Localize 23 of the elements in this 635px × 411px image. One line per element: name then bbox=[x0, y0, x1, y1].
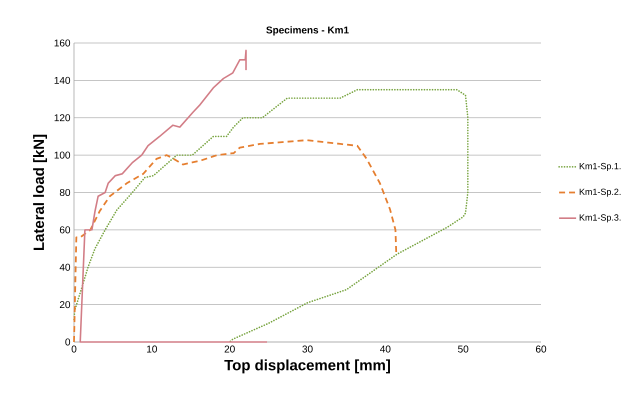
line-series bbox=[73, 139, 398, 343]
x-tick-label: 50 bbox=[458, 346, 468, 353]
x-tick-label: 20 bbox=[224, 346, 235, 353]
legend-label: Km1-Sp.3. bbox=[580, 214, 621, 222]
y-tick-label: 80 bbox=[60, 188, 70, 196]
y-tick-label: 140 bbox=[54, 76, 70, 84]
y-tick-label: 160 bbox=[54, 39, 70, 47]
x-tick-label: 10 bbox=[147, 346, 157, 353]
y-tick-label: 60 bbox=[60, 226, 70, 234]
y-tick-label: 100 bbox=[54, 152, 70, 159]
x-tick-label: 30 bbox=[302, 346, 313, 353]
y-axis-title: Lateral load [kN] bbox=[33, 134, 48, 250]
x-tick-label: 0 bbox=[72, 346, 76, 353]
legend-label: Km1-Sp.2. bbox=[580, 188, 621, 197]
y-tick-label: 20 bbox=[60, 301, 70, 308]
y-tick-label: 40 bbox=[60, 264, 70, 271]
x-axis-title: Top displacement [mm] bbox=[224, 359, 390, 374]
y-tick-label: 0 bbox=[65, 338, 70, 346]
x-tick-label: 40 bbox=[380, 346, 390, 353]
y-tick-label: 120 bbox=[54, 114, 70, 122]
legend-label: Km1-Sp.1. bbox=[580, 162, 621, 172]
chart-title: Specimens - Km1 bbox=[266, 26, 349, 36]
x-tick-label: 60 bbox=[536, 346, 546, 353]
